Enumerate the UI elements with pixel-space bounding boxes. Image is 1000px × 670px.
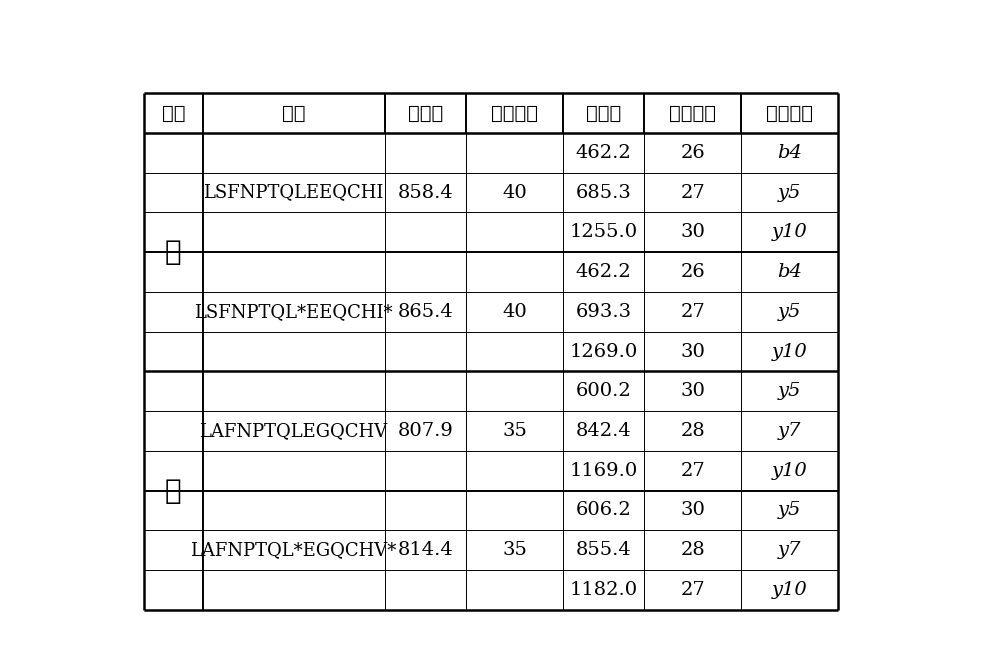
- Text: 30: 30: [680, 501, 705, 519]
- Text: b4: b4: [777, 144, 802, 162]
- Text: LSFNPTQL*EEQCHI*: LSFNPTQL*EEQCHI*: [194, 303, 393, 321]
- Text: 693.3: 693.3: [576, 303, 632, 321]
- Text: 842.4: 842.4: [576, 422, 631, 440]
- Text: y5: y5: [778, 382, 801, 400]
- Text: y10: y10: [772, 462, 807, 480]
- Text: 锥孔电压: 锥孔电压: [491, 104, 538, 123]
- Text: y7: y7: [778, 422, 801, 440]
- Text: 27: 27: [680, 462, 705, 480]
- Text: 1269.0: 1269.0: [569, 342, 638, 360]
- Text: y7: y7: [778, 541, 801, 559]
- Text: 母离子: 母离子: [408, 104, 443, 123]
- Text: 1169.0: 1169.0: [569, 462, 638, 480]
- Text: 814.4: 814.4: [397, 541, 453, 559]
- Text: y5: y5: [778, 303, 801, 321]
- Text: 855.4: 855.4: [576, 541, 631, 559]
- Text: 牛: 牛: [165, 239, 182, 266]
- Text: 27: 27: [680, 581, 705, 599]
- Text: 807.9: 807.9: [397, 422, 453, 440]
- Text: 1182.0: 1182.0: [570, 581, 638, 599]
- Text: 28: 28: [680, 422, 705, 440]
- Text: y10: y10: [772, 342, 807, 360]
- Text: 30: 30: [680, 342, 705, 360]
- Text: 26: 26: [680, 144, 705, 162]
- Text: 子离子: 子离子: [586, 104, 621, 123]
- Text: 碰撞能量: 碰撞能量: [669, 104, 716, 123]
- Text: 462.2: 462.2: [576, 144, 631, 162]
- Text: 858.4: 858.4: [397, 184, 453, 202]
- Text: LAFNPTQL*EGQCHV*: LAFNPTQL*EGQCHV*: [190, 541, 397, 559]
- Text: 26: 26: [680, 263, 705, 281]
- Text: 27: 27: [680, 184, 705, 202]
- Text: y5: y5: [778, 184, 801, 202]
- Text: 40: 40: [502, 303, 527, 321]
- Text: 序列: 序列: [282, 104, 305, 123]
- Text: 865.4: 865.4: [397, 303, 453, 321]
- Text: y5: y5: [778, 501, 801, 519]
- Text: 30: 30: [680, 382, 705, 400]
- Text: y10: y10: [772, 581, 807, 599]
- Text: LAFNPTQLEGQCHV: LAFNPTQLEGQCHV: [200, 422, 388, 440]
- Text: b4: b4: [777, 263, 802, 281]
- Text: 40: 40: [502, 184, 527, 202]
- Text: 35: 35: [502, 541, 527, 559]
- Text: 462.2: 462.2: [576, 263, 631, 281]
- Text: 羊: 羊: [165, 476, 182, 505]
- Text: 35: 35: [502, 422, 527, 440]
- Text: 600.2: 600.2: [576, 382, 631, 400]
- Text: 裂解方式: 裂解方式: [766, 104, 813, 123]
- Text: 606.2: 606.2: [576, 501, 631, 519]
- Text: y10: y10: [772, 223, 807, 241]
- Text: 物种: 物种: [162, 104, 185, 123]
- Text: 28: 28: [680, 541, 705, 559]
- Text: 30: 30: [680, 223, 705, 241]
- Text: LSFNPTQLEEQCHI: LSFNPTQLEEQCHI: [203, 184, 384, 202]
- Text: 1255.0: 1255.0: [570, 223, 638, 241]
- Text: 685.3: 685.3: [576, 184, 632, 202]
- Text: 27: 27: [680, 303, 705, 321]
